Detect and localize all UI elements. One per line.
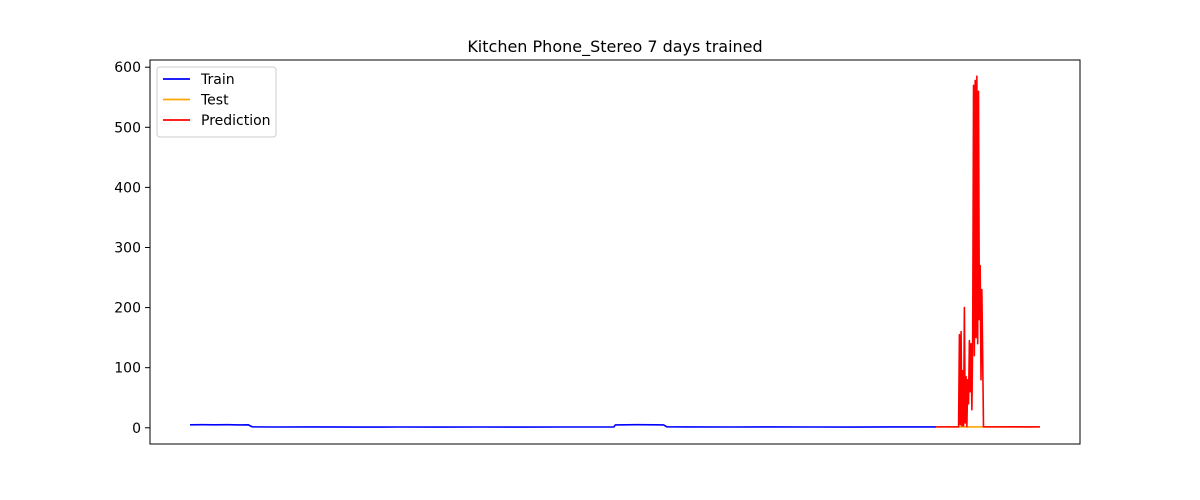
legend-label-test: Test [200,93,229,109]
legend-label-prediction: Prediction [201,113,271,129]
y-tick-label: 500 [114,120,141,136]
y-tick-label: 100 [114,361,141,377]
y-tick-label: 300 [114,240,141,256]
y-tick-label: 400 [114,180,141,196]
y-tick-label: 600 [114,60,141,76]
series-line-train [189,423,937,428]
y-axis: 0 100 200 300 400 500 600 [114,60,150,437]
plot-frame [149,59,1081,445]
y-tick-label: 200 [114,301,141,317]
chart-title: Kitchen Phone_Stereo 7 days trained [467,37,762,57]
legend: Train Test Prediction [156,66,277,138]
plot-area [150,60,1080,444]
series-line-prediction [936,75,1041,428]
series-layer [189,75,1041,428]
y-tick-label: 0 [132,421,141,437]
legend-label-train: Train [200,72,235,88]
